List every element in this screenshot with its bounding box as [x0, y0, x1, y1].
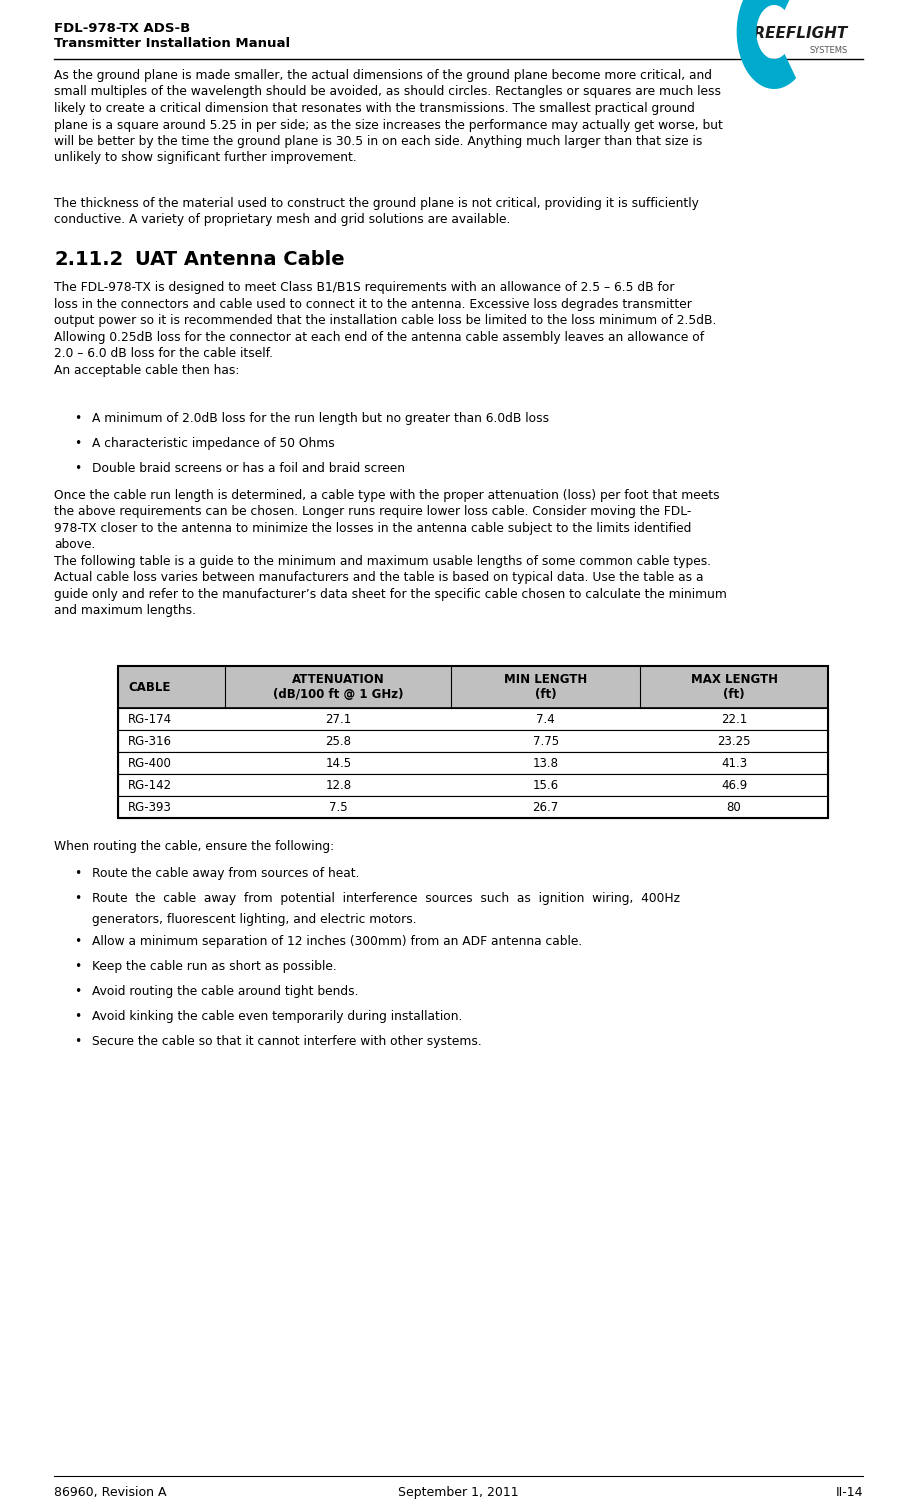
Text: 80: 80: [727, 800, 742, 814]
Text: 22.1: 22.1: [721, 713, 747, 725]
Text: •: •: [74, 412, 82, 426]
Text: Allow a minimum separation of 12 inches (300mm) from an ADF antenna cable.: Allow a minimum separation of 12 inches …: [92, 935, 582, 949]
Text: UAT Antenna Cable: UAT Antenna Cable: [135, 250, 345, 269]
Text: MIN LENGTH
(ft): MIN LENGTH (ft): [504, 674, 587, 701]
Text: 7.4: 7.4: [536, 713, 555, 725]
Text: II-14: II-14: [835, 1486, 863, 1499]
Text: When routing the cable, ensure the following:: When routing the cable, ensure the follo…: [54, 841, 335, 853]
Text: 25.8: 25.8: [326, 734, 351, 747]
Text: Once the cable run length is determined, a cable type with the proper attenuatio: Once the cable run length is determined,…: [54, 489, 727, 617]
Text: SYSTEMS: SYSTEMS: [810, 47, 848, 56]
Text: 7.5: 7.5: [329, 800, 347, 814]
Text: 23.25: 23.25: [717, 734, 751, 747]
Text: RG-400: RG-400: [128, 757, 172, 770]
FancyBboxPatch shape: [118, 666, 828, 708]
Text: 12.8: 12.8: [326, 779, 351, 791]
Text: •: •: [74, 1011, 82, 1023]
Text: Double braid screens or has a foil and braid screen: Double braid screens or has a foil and b…: [92, 462, 405, 475]
Text: A minimum of 2.0dB loss for the run length but no greater than 6.0dB loss: A minimum of 2.0dB loss for the run leng…: [92, 412, 549, 426]
Text: September 1, 2011: September 1, 2011: [398, 1486, 519, 1499]
Text: RG-393: RG-393: [128, 800, 172, 814]
Text: •: •: [74, 985, 82, 999]
Text: •: •: [74, 462, 82, 475]
Text: 86960, Revision A: 86960, Revision A: [54, 1486, 167, 1499]
Text: •: •: [74, 935, 82, 949]
Text: Route  the  cable  away  from  potential  interference  sources  such  as  ignit: Route the cable away from potential inte…: [92, 892, 679, 905]
Text: FDL-978-TX ADS-B: FDL-978-TX ADS-B: [54, 23, 190, 35]
Text: 15.6: 15.6: [532, 779, 559, 791]
Text: As the ground plane is made smaller, the actual dimensions of the ground plane b: As the ground plane is made smaller, the…: [54, 69, 723, 164]
Text: •: •: [74, 866, 82, 880]
Text: RG-316: RG-316: [128, 734, 172, 747]
Text: 13.8: 13.8: [532, 757, 559, 770]
Text: 2.11.2: 2.11.2: [54, 250, 123, 269]
Text: Route the cable away from sources of heat.: Route the cable away from sources of hea…: [92, 866, 359, 880]
Text: RG-174: RG-174: [128, 713, 172, 725]
Text: Transmitter Installation Manual: Transmitter Installation Manual: [54, 38, 290, 50]
Text: •: •: [74, 1035, 82, 1048]
FancyBboxPatch shape: [118, 775, 828, 796]
Text: The thickness of the material used to construct the ground plane is not critical: The thickness of the material used to co…: [54, 197, 699, 226]
Text: •: •: [74, 961, 82, 973]
FancyBboxPatch shape: [118, 752, 828, 775]
Text: Secure the cable so that it cannot interfere with other systems.: Secure the cable so that it cannot inter…: [92, 1035, 482, 1048]
FancyBboxPatch shape: [118, 796, 828, 818]
Text: MAX LENGTH
(ft): MAX LENGTH (ft): [690, 674, 777, 701]
Text: •: •: [74, 892, 82, 905]
Text: 7.75: 7.75: [532, 734, 559, 747]
Text: A characteristic impedance of 50 Ohms: A characteristic impedance of 50 Ohms: [92, 436, 335, 450]
Text: The FDL-978-TX is designed to meet Class B1/B1S requirements with an allowance o: The FDL-978-TX is designed to meet Class…: [54, 281, 717, 378]
Text: 27.1: 27.1: [325, 713, 351, 725]
Text: Avoid routing the cable around tight bends.: Avoid routing the cable around tight ben…: [92, 985, 358, 999]
Text: 14.5: 14.5: [326, 757, 351, 770]
Polygon shape: [736, 0, 796, 89]
Text: generators, fluorescent lighting, and electric motors.: generators, fluorescent lighting, and el…: [92, 913, 416, 926]
Text: 26.7: 26.7: [532, 800, 559, 814]
Text: •: •: [74, 436, 82, 450]
Text: Avoid kinking the cable even temporarily during installation.: Avoid kinking the cable even temporarily…: [92, 1011, 462, 1023]
Text: ATTENUATION
(dB/100 ft @ 1 GHz): ATTENUATION (dB/100 ft @ 1 GHz): [273, 674, 404, 701]
Text: FREEFLIGHT: FREEFLIGHT: [744, 26, 848, 41]
Text: 41.3: 41.3: [721, 757, 747, 770]
Text: RG-142: RG-142: [128, 779, 172, 791]
FancyBboxPatch shape: [118, 729, 828, 752]
Text: 46.9: 46.9: [721, 779, 747, 791]
Text: CABLE: CABLE: [128, 681, 171, 693]
FancyBboxPatch shape: [118, 708, 828, 729]
Text: Keep the cable run as short as possible.: Keep the cable run as short as possible.: [92, 961, 336, 973]
